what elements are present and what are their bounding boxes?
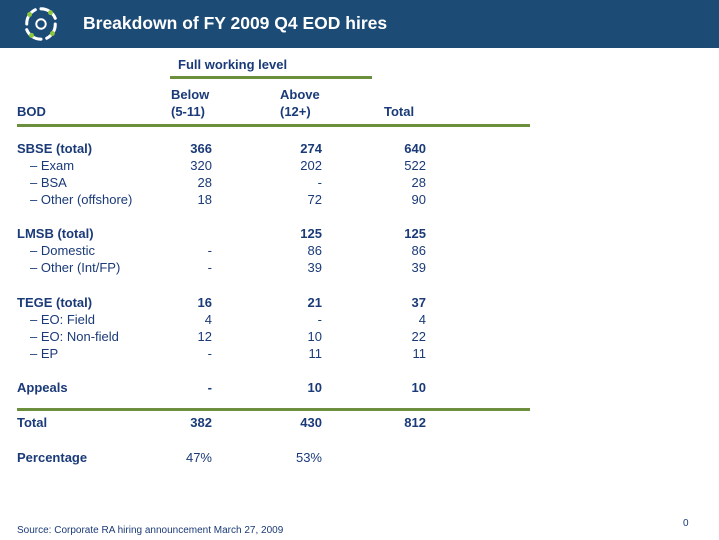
cell-total: 28 [411,175,426,190]
cell-above: 21 [307,295,322,310]
cell-total: 39 [411,260,426,275]
cell-total: 4 [418,312,426,327]
cell-total: 640 [404,141,426,156]
cell-above: 39 [307,260,322,275]
cell-below: - [207,380,212,395]
row-label: – EO: Field [30,312,96,327]
row-label: – Exam [30,158,75,173]
row-label: Percentage [17,450,88,465]
total-rule [17,408,530,411]
col-header-above-line1: Above [280,87,320,102]
row-label: LMSB (total) [17,226,94,241]
row-label: – EO: Non-field [30,329,119,344]
cell-above: 11 [308,346,323,361]
group-header-rule [170,76,372,79]
cell-below: - [207,260,212,275]
cell-total: 10 [411,380,426,395]
logo-icon [25,7,57,41]
cell-above: - [317,175,322,190]
cell-above: 72 [307,192,322,207]
cell-below: 18 [197,192,212,207]
cell-below: 16 [197,295,212,310]
row-label: Appeals [17,380,68,395]
cell-total: 90 [411,192,426,207]
cell-above: 10 [307,380,322,395]
cell-total: 812 [404,415,426,430]
row-label: SBSE (total) [17,141,93,156]
cell-above: - [317,312,322,327]
cell-below: - [207,243,212,258]
col-header-above-line2: (12+) [280,104,311,119]
cell-below: 366 [190,141,212,156]
page-title: Breakdown of FY 2009 Q4 EOD hires [83,13,388,33]
cell-above: 274 [300,141,322,156]
cell-above: 86 [307,243,322,258]
page-number: 0 [683,518,689,529]
title-bar: Breakdown of FY 2009 Q4 EOD hires [0,0,719,48]
source-note: Source: Corporate RA hiring announcement… [17,525,284,536]
cell-total: 522 [404,158,426,173]
row-label: Total [17,415,48,430]
cell-total: 125 [404,226,426,241]
row-label: – Domestic [30,243,96,258]
cell-above: 125 [300,226,322,241]
row-label: – BSA [30,175,67,190]
col-header-total: Total [384,104,415,119]
cell-below: 12 [197,329,212,344]
cell-total: 22 [411,329,426,344]
cell-above: 53% [295,450,322,465]
col-header-below-line2: (5-11) [171,104,205,119]
cell-total: 37 [411,295,426,310]
col-header-bod: BOD [17,104,46,119]
row-label: – Other (Int/FP) [30,260,121,275]
row-label: – Other (offshore) [30,192,133,207]
col-header-below-line1: Below [171,87,210,102]
cell-below: 47% [185,450,212,465]
cell-below: - [207,346,212,361]
cell-below: 28 [197,175,212,190]
row-label: TEGE (total) [17,295,93,310]
cell-total: 86 [411,243,426,258]
cell-above: 10 [307,329,322,344]
cell-above: 430 [300,415,322,430]
cell-total: 11 [412,346,427,361]
cell-below: 320 [190,158,212,173]
cell-below: 4 [204,312,212,327]
row-label: – EP [30,346,59,361]
group-header: Full working level [178,57,288,72]
cell-above: 202 [300,158,322,173]
header-rule [17,124,530,127]
cell-below: 382 [190,415,212,430]
